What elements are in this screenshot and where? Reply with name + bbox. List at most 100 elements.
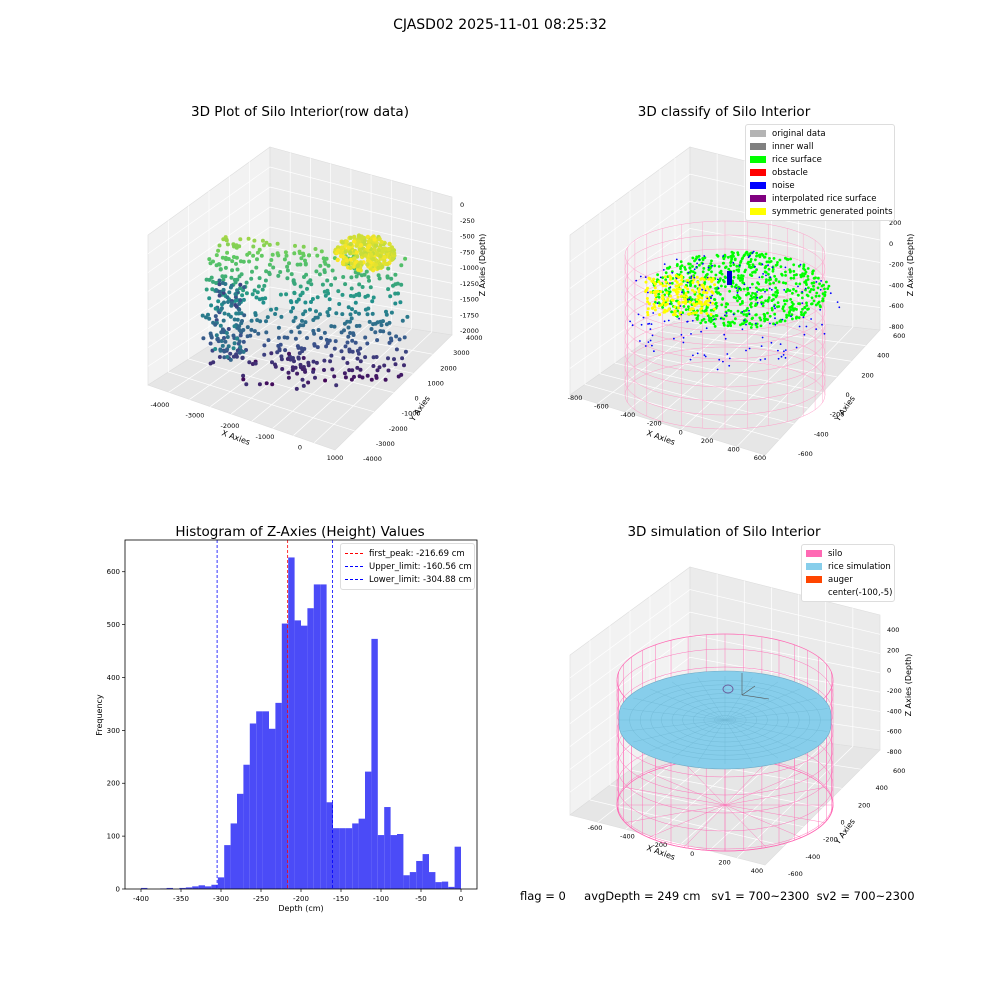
data-point xyxy=(345,340,350,345)
data-point xyxy=(237,350,242,355)
histogram-bar xyxy=(211,884,218,889)
data-point xyxy=(370,311,375,316)
data-point xyxy=(303,369,308,374)
data-point xyxy=(365,234,371,240)
data-point xyxy=(368,252,374,257)
data-point xyxy=(298,293,303,298)
rice-surface-point xyxy=(696,316,699,320)
noise-point xyxy=(784,349,787,351)
symmetric-point xyxy=(657,304,661,308)
histogram-bar xyxy=(416,860,423,889)
data-point xyxy=(221,277,226,282)
rice-surface-point xyxy=(794,282,798,286)
noise-point xyxy=(784,357,787,359)
data-point xyxy=(255,250,260,255)
rice-mesh-spoke xyxy=(724,719,817,743)
y-tick-label: 200 xyxy=(107,780,120,788)
data-point xyxy=(264,240,269,245)
x-tick-label: -150 xyxy=(333,895,349,903)
x-tick-label: -400 xyxy=(620,833,635,841)
data-point xyxy=(240,356,245,360)
rice-surface-point xyxy=(766,311,769,315)
rice-surface-point xyxy=(709,262,713,265)
symmetric-point xyxy=(677,301,681,305)
symmetric-point xyxy=(684,291,688,295)
data-point xyxy=(349,286,354,291)
rice-surface-point xyxy=(749,260,752,263)
rice-surface-point xyxy=(745,314,749,318)
data-point xyxy=(226,344,231,349)
data-point xyxy=(222,311,227,316)
data-point xyxy=(318,263,323,268)
data-point xyxy=(241,339,246,344)
rice-surface-point xyxy=(734,296,738,300)
rice-surface-point xyxy=(749,305,753,309)
status-avg-depth: avgDepth = 249 cm xyxy=(584,889,701,903)
data-point xyxy=(305,286,309,291)
rice-mesh-spoke xyxy=(697,677,726,721)
y-tick-label: 400 xyxy=(877,352,889,360)
grid-line xyxy=(210,163,332,407)
rice-surface-point xyxy=(782,305,785,309)
rice-surface-point xyxy=(742,322,745,325)
rice-surface-point xyxy=(816,302,820,305)
data-point xyxy=(344,258,349,263)
data-point xyxy=(303,300,308,305)
noise-point xyxy=(752,250,755,253)
noise-point xyxy=(790,315,792,318)
data-point xyxy=(289,272,294,277)
data-point xyxy=(316,328,321,332)
data-point xyxy=(366,275,371,280)
data-point xyxy=(233,292,238,297)
z-tick-label: -750 xyxy=(460,248,475,256)
noise-point xyxy=(652,312,655,314)
x-tick-label: -200 xyxy=(647,420,662,428)
silo-floor-spoke xyxy=(724,762,767,806)
symmetric-point xyxy=(707,287,711,291)
data-point xyxy=(244,291,249,296)
rice-surface-point xyxy=(765,288,769,292)
legend-swatch xyxy=(750,208,766,215)
noise-point xyxy=(801,302,804,304)
rice-surface-point xyxy=(656,273,659,277)
data-point xyxy=(360,235,365,240)
noise-point xyxy=(797,285,799,288)
noise-point xyxy=(743,283,746,286)
data-point xyxy=(315,295,320,300)
symmetric-point xyxy=(695,275,699,279)
rice-surface-point xyxy=(789,298,792,301)
histogram-bar xyxy=(256,711,263,889)
legend-swatch xyxy=(806,576,822,583)
data-point xyxy=(311,359,316,364)
rice-surface-point xyxy=(823,287,826,291)
data-point xyxy=(298,262,303,267)
noise-point xyxy=(696,262,698,265)
noise-point xyxy=(805,325,808,328)
data-point xyxy=(265,315,270,320)
grid-line xyxy=(629,611,823,808)
noise-point xyxy=(687,271,690,274)
symmetric-point xyxy=(712,307,716,311)
data-point xyxy=(293,336,298,341)
data-point xyxy=(324,256,329,261)
rice-surface-point xyxy=(787,311,791,315)
data-point xyxy=(336,289,341,294)
legend-label: Upper_limit: -160.56 cm xyxy=(369,561,472,572)
histogram-bar xyxy=(243,764,250,889)
noise-point xyxy=(741,311,744,313)
data-point xyxy=(237,244,242,249)
data-point xyxy=(329,353,334,358)
data-point xyxy=(214,263,219,268)
data-point xyxy=(314,269,319,274)
y-tick-label: 200 xyxy=(861,371,873,379)
data-point xyxy=(256,331,261,336)
data-point xyxy=(247,259,252,264)
noise-point xyxy=(760,345,763,347)
data-point xyxy=(222,355,227,360)
data-point xyxy=(395,281,400,286)
noise-point xyxy=(748,313,751,316)
data-point xyxy=(278,292,283,297)
data-point xyxy=(334,383,339,388)
rice-surface-point xyxy=(758,253,762,257)
simulation-legend: silo rice simulation auger center(-100,-… xyxy=(801,544,895,602)
